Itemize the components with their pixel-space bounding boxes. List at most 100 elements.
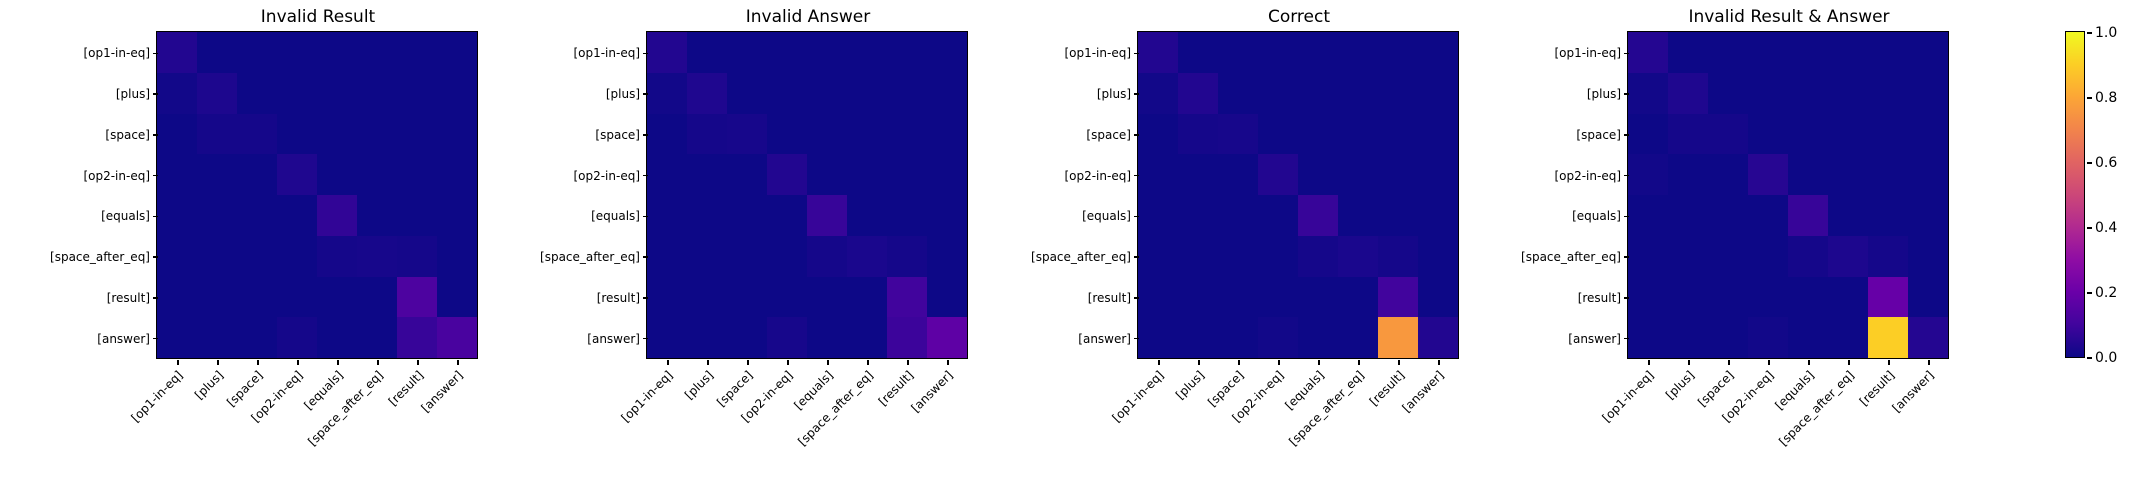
heatmap-cell	[157, 154, 198, 196]
y-tick-label: [op2-in-eq]	[83, 168, 150, 183]
heatmap-cell	[1908, 72, 1949, 114]
heatmap-cell	[1828, 32, 1869, 73]
colorbar-tick-mark	[2087, 97, 2092, 99]
heatmap-cell	[1708, 113, 1749, 155]
heatmap-cell	[927, 113, 968, 155]
x-tick-mark	[707, 360, 709, 365]
x-tick-label: [op1-in-eq]	[618, 368, 676, 425]
colorbar-tick-label: 0.8	[2095, 90, 2118, 106]
colorbar-tick-label: 1.0	[2095, 25, 2118, 41]
heatmap-cell	[1828, 276, 1869, 318]
y-tick-mark	[153, 134, 158, 136]
heatmap-cell	[927, 195, 968, 236]
x-tick-label: [plus]	[681, 368, 716, 403]
heatmap-cell	[1218, 317, 1259, 359]
y-tick-mark	[643, 337, 648, 340]
heatmap-cell	[1628, 317, 1669, 359]
heatmap-cell	[1138, 317, 1179, 359]
heatmap-cell	[237, 235, 278, 277]
heatmap-cell	[157, 235, 198, 277]
x-tick-mark	[1398, 360, 1400, 365]
heatmap-cell	[1748, 72, 1789, 114]
heatmap-cell	[887, 317, 928, 359]
heatmap-cell	[887, 154, 928, 196]
heatmap-cell	[1298, 276, 1339, 318]
colorbar-tick-label: 0.6	[2095, 155, 2118, 171]
heatmap-cell	[1218, 113, 1259, 155]
heatmap-cell	[1258, 276, 1299, 318]
heatmap-cell	[1298, 317, 1339, 359]
y-tick-mark	[1134, 52, 1139, 55]
heatmap-cell	[397, 276, 438, 318]
heatmap-cell	[1338, 317, 1379, 359]
heatmap-cell	[647, 113, 688, 155]
x-tick-mark	[1278, 360, 1280, 365]
x-tick-label: [answer]	[1889, 368, 1937, 416]
heatmap-cell	[1178, 235, 1219, 277]
heatmap-cell	[357, 113, 398, 155]
heatmap-cell	[277, 317, 318, 359]
heatmap-cell	[887, 32, 928, 73]
heatmap-cell	[1708, 317, 1749, 359]
heatmap-cell	[1418, 235, 1459, 277]
heatmap-cell	[237, 154, 278, 196]
heatmap-cell	[1828, 154, 1869, 196]
heatmap-cell	[1828, 195, 1869, 236]
x-tick-mark	[297, 360, 299, 365]
heatmap-cell	[237, 195, 278, 236]
heatmap-cell	[357, 72, 398, 114]
y-tick-label: [answer]	[1078, 331, 1131, 346]
y-tick-label: [result]	[106, 290, 150, 305]
heatmap-cell	[1138, 72, 1179, 114]
y-tick-mark	[1624, 337, 1629, 340]
heatmap-cell	[647, 195, 688, 236]
y-tick-label: [op2-in-eq]	[573, 168, 640, 183]
y-tick-label: [answer]	[587, 331, 640, 346]
heatmap-cell	[1708, 195, 1749, 236]
heatmap-cell	[1828, 72, 1869, 114]
heatmap-cell	[1258, 32, 1299, 73]
y-tick-label: [equals]	[101, 209, 150, 224]
heatmap-cell	[1668, 235, 1709, 277]
heatmap-cell	[1418, 32, 1459, 73]
heatmap-cell	[277, 154, 318, 196]
heatmap-cell	[847, 32, 888, 73]
heatmap-cell	[397, 154, 438, 196]
heatmap-cell	[1868, 195, 1909, 236]
colorbar-tick-mark	[2087, 292, 2092, 294]
heatmap-cell	[1218, 276, 1259, 318]
x-tick-mark	[1848, 360, 1850, 365]
y-tick-mark	[1134, 256, 1139, 258]
y-tick-label: [equals]	[591, 209, 640, 224]
y-tick-mark	[643, 174, 648, 177]
y-tick-label: [space_after_eq]	[1521, 250, 1621, 265]
heatmap-cell	[1258, 72, 1299, 114]
heatmap-cell	[1868, 276, 1909, 318]
x-tick-mark	[257, 360, 259, 365]
heatmap-cell	[887, 113, 928, 155]
x-tick-label: [answer]	[1399, 368, 1447, 416]
heatmap-cell	[1748, 276, 1789, 318]
heatmap-cell	[437, 276, 478, 318]
y-tick-mark	[1134, 93, 1139, 95]
heatmap-cell	[1868, 113, 1909, 155]
heatmap-cell	[647, 276, 688, 318]
heatmap-cell	[1338, 113, 1379, 155]
y-tick-label: [equals]	[1572, 209, 1621, 224]
heatmap-cell	[687, 32, 728, 73]
y-tick-mark	[1134, 297, 1139, 299]
heatmap-cell	[1908, 195, 1949, 236]
heatmap-cell	[1788, 32, 1829, 73]
heatmap-cell	[317, 317, 358, 359]
heatmap-cell	[1628, 154, 1669, 196]
heatmap-cell	[1418, 195, 1459, 236]
heatmap-cell	[197, 154, 238, 196]
x-tick-mark	[1928, 360, 1930, 365]
heatmap-cell	[1218, 195, 1259, 236]
heatmap-cell	[927, 235, 968, 277]
x-tick-mark	[1688, 360, 1690, 365]
heatmap-cell	[1138, 235, 1179, 277]
heatmap-cell	[647, 32, 688, 73]
heatmap-cell	[847, 154, 888, 196]
heatmap-cell	[1708, 154, 1749, 196]
